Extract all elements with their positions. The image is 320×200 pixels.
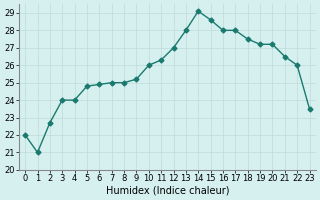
- X-axis label: Humidex (Indice chaleur): Humidex (Indice chaleur): [106, 186, 229, 196]
